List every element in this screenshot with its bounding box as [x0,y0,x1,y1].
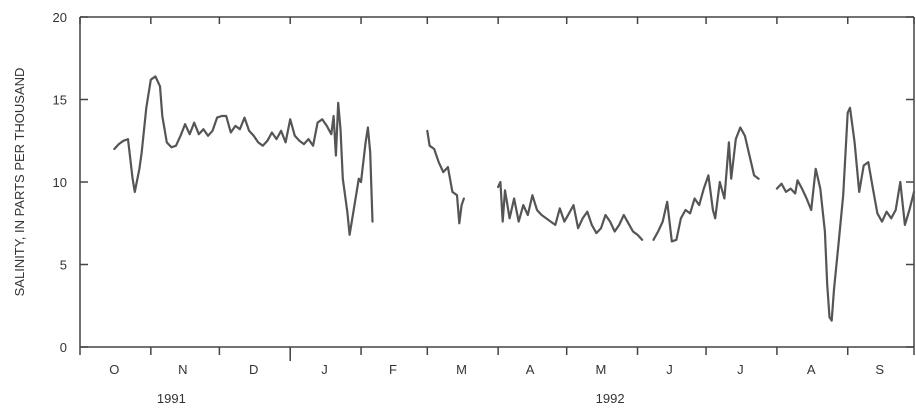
x-month-label: S [875,362,884,377]
y-tick-label: 0 [60,340,67,355]
x-month-label: M [596,362,607,377]
y-tick-label: 10 [53,175,67,190]
salinity-line-segment [497,180,644,241]
y-tick-label: 5 [60,258,67,273]
salinity-line-segment [426,129,465,225]
x-month-label: D [249,362,258,377]
x-month-label: A [807,362,816,377]
x-axis-year-labels: 1991 1992 [157,391,625,406]
x-month-label: J [321,362,328,377]
x-month-label: F [389,362,397,377]
x-month-label: O [109,362,119,377]
x-month-label: J [666,362,673,377]
y-axis-title: SALINITY, IN PARTS PER THOUSAND [12,68,27,297]
x-month-label: N [178,362,187,377]
y-tick-label: 15 [53,93,67,108]
series-layer [113,75,916,322]
salinity-line-segment [775,106,916,322]
x-month-label: J [737,362,744,377]
x-month-label: M [456,362,467,377]
x-month-label: A [526,362,535,377]
x-year-label: 1991 [157,391,186,406]
x-axis-ticks [79,17,915,361]
salinity-line-segment [652,126,760,243]
y-axis-ticks: 0 5 10 15 20 [53,10,914,355]
plot-frame [79,16,915,348]
salinity-line-segment [113,75,374,236]
x-year-label: 1992 [596,391,625,406]
y-tick-label: 20 [53,10,67,25]
